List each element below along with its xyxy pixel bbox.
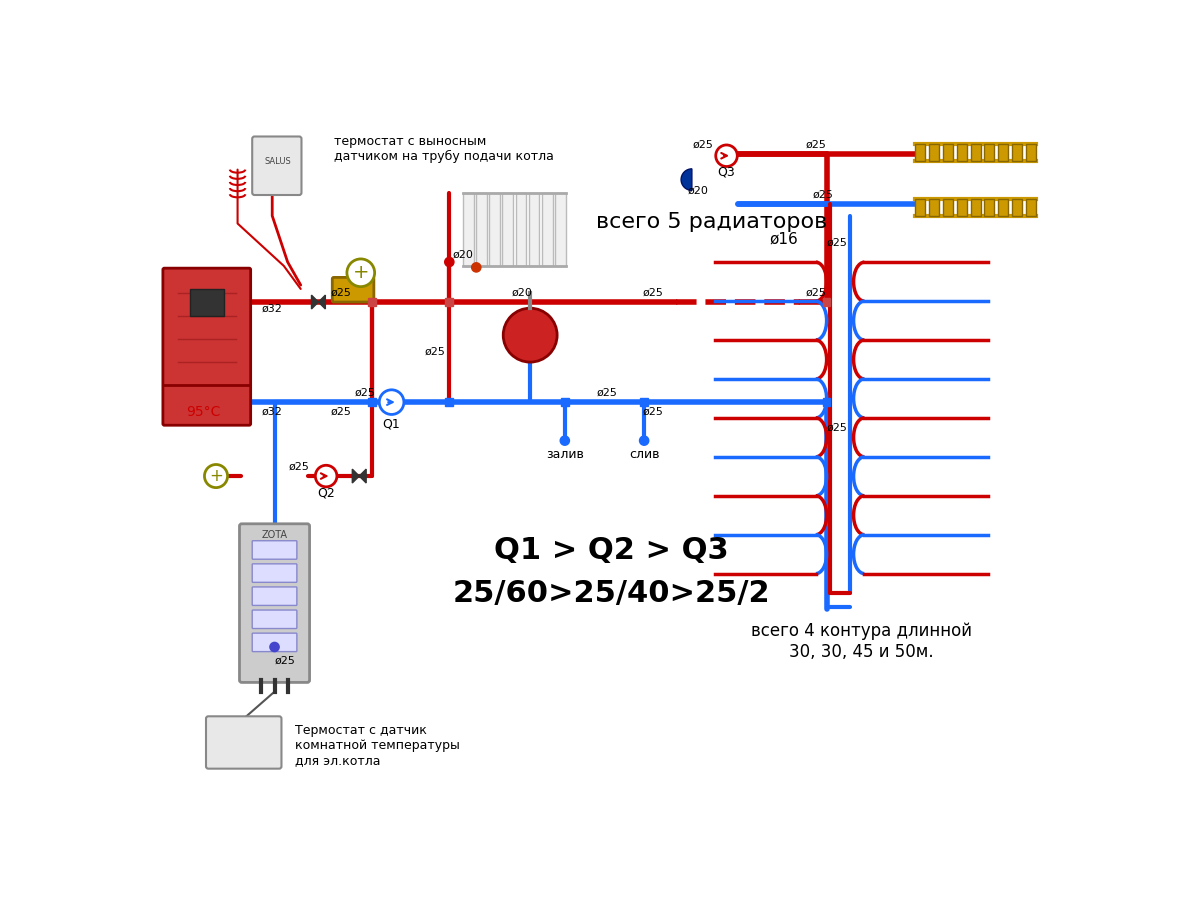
- Text: ø16: ø16: [770, 231, 799, 247]
- FancyBboxPatch shape: [240, 524, 309, 682]
- Bar: [189, 289, 224, 316]
- Text: ø20: ø20: [687, 186, 709, 196]
- Circle shape: [560, 436, 570, 446]
- Text: Термостат с датчик
комнатной температуры
для эл.котла: Термостат с датчик комнатной температуры…: [295, 724, 460, 767]
- Bar: [942, 199, 953, 216]
- Circle shape: [471, 263, 481, 272]
- Text: ø32: ø32: [261, 303, 283, 313]
- Circle shape: [347, 259, 374, 286]
- Circle shape: [639, 436, 649, 446]
- Bar: [915, 144, 926, 161]
- Text: ø25: ø25: [693, 140, 713, 149]
- Bar: [984, 144, 994, 161]
- Circle shape: [205, 464, 228, 488]
- Bar: [929, 199, 939, 216]
- Bar: [999, 199, 1008, 216]
- Text: ø25: ø25: [643, 288, 664, 298]
- Text: Q1: Q1: [382, 418, 400, 430]
- Text: ø25: ø25: [806, 140, 826, 149]
- Text: ø25: ø25: [827, 238, 848, 248]
- Text: ø20: ø20: [453, 249, 474, 259]
- Text: ø25: ø25: [827, 423, 848, 433]
- Bar: [555, 193, 566, 266]
- Text: ø25: ø25: [331, 407, 353, 417]
- Bar: [971, 199, 981, 216]
- Bar: [929, 144, 939, 161]
- Bar: [446, 298, 453, 306]
- FancyBboxPatch shape: [252, 587, 297, 606]
- Text: термостат с выносным
датчиком на трубу подачи котла: термостат с выносным датчиком на трубу п…: [333, 135, 554, 163]
- Bar: [957, 144, 966, 161]
- Bar: [1026, 144, 1036, 161]
- FancyBboxPatch shape: [163, 268, 251, 425]
- Bar: [823, 298, 831, 306]
- Text: ø32: ø32: [261, 407, 283, 417]
- Text: 95°С: 95°С: [186, 405, 221, 419]
- FancyBboxPatch shape: [252, 541, 297, 559]
- Text: слив: слив: [629, 448, 659, 461]
- Bar: [542, 193, 553, 266]
- Polygon shape: [319, 295, 325, 309]
- Bar: [1012, 199, 1023, 216]
- Circle shape: [315, 465, 337, 487]
- Bar: [942, 144, 953, 161]
- Bar: [463, 193, 474, 266]
- Bar: [529, 193, 540, 266]
- Text: всего 4 контура длинной
30, 30, 45 и 50м.: всего 4 контура длинной 30, 30, 45 и 50м…: [751, 623, 971, 662]
- Bar: [823, 399, 831, 406]
- Circle shape: [504, 308, 558, 362]
- Text: ø25: ø25: [424, 347, 446, 357]
- Circle shape: [379, 390, 404, 415]
- Circle shape: [445, 257, 454, 266]
- Wedge shape: [681, 169, 692, 191]
- FancyBboxPatch shape: [252, 137, 301, 195]
- Text: +: +: [353, 264, 369, 283]
- Text: ø25: ø25: [354, 388, 375, 398]
- Text: ø25: ø25: [643, 407, 664, 417]
- Text: ø25: ø25: [331, 288, 353, 298]
- Bar: [561, 399, 568, 406]
- Text: Q2: Q2: [318, 487, 335, 500]
- Bar: [368, 399, 376, 406]
- Polygon shape: [353, 469, 360, 483]
- Bar: [1012, 144, 1023, 161]
- Text: +: +: [209, 467, 223, 485]
- FancyBboxPatch shape: [206, 716, 282, 769]
- Bar: [971, 144, 981, 161]
- Polygon shape: [312, 295, 319, 309]
- Text: ø25: ø25: [806, 288, 826, 298]
- Bar: [1026, 199, 1036, 216]
- Bar: [957, 199, 966, 216]
- Text: всего 5 радиаторов: всего 5 радиаторов: [596, 212, 827, 232]
- Bar: [915, 199, 926, 216]
- Bar: [984, 199, 994, 216]
- Text: Q1 > Q2 > Q3: Q1 > Q2 > Q3: [494, 536, 728, 565]
- Bar: [640, 399, 647, 406]
- Polygon shape: [360, 469, 366, 483]
- Text: залив: залив: [546, 448, 584, 461]
- Bar: [446, 399, 453, 406]
- Text: ø25: ø25: [289, 462, 309, 472]
- Bar: [476, 193, 487, 266]
- Text: ø25: ø25: [275, 656, 296, 666]
- Bar: [502, 193, 513, 266]
- Text: ø25: ø25: [813, 190, 833, 200]
- Text: ZOTA: ZOTA: [261, 530, 288, 540]
- FancyBboxPatch shape: [252, 610, 297, 628]
- Bar: [368, 298, 376, 306]
- FancyBboxPatch shape: [252, 633, 297, 652]
- FancyBboxPatch shape: [332, 277, 374, 302]
- Bar: [489, 193, 500, 266]
- Text: ø25: ø25: [597, 388, 617, 398]
- Bar: [516, 193, 526, 266]
- Text: ø20: ø20: [512, 288, 532, 298]
- Bar: [999, 144, 1008, 161]
- FancyBboxPatch shape: [252, 563, 297, 582]
- Text: 25/60>25/40>25/2: 25/60>25/40>25/2: [452, 579, 770, 608]
- Circle shape: [270, 643, 279, 652]
- Text: SALUS: SALUS: [264, 158, 291, 166]
- Text: Q3: Q3: [718, 166, 735, 178]
- Circle shape: [716, 145, 737, 166]
